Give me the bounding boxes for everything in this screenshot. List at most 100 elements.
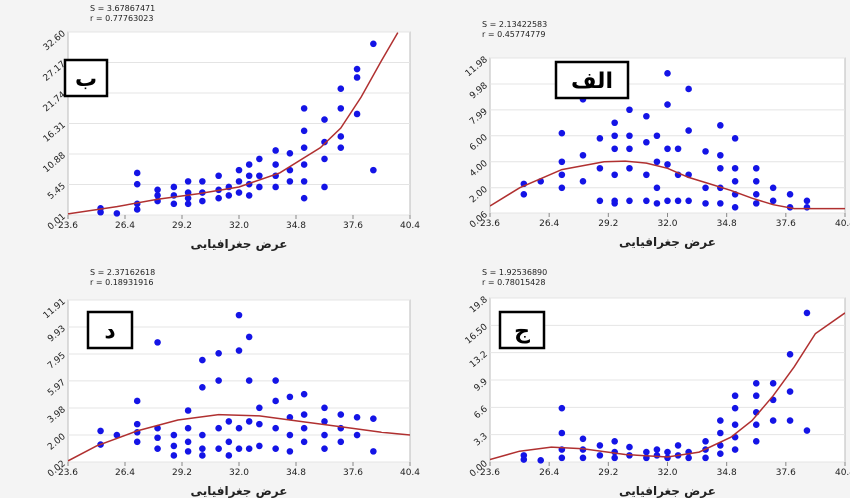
data-point <box>215 445 222 452</box>
x-tick-label: 29.2 <box>598 219 618 229</box>
data-point <box>752 164 760 172</box>
data-point <box>803 309 811 317</box>
data-point <box>558 129 566 137</box>
x-tick-label: 32.0 <box>657 468 677 478</box>
data-point <box>702 184 709 192</box>
data-point <box>626 132 633 140</box>
data-point <box>674 197 682 205</box>
data-point <box>199 178 206 185</box>
data-point <box>752 177 760 185</box>
data-point <box>803 427 811 434</box>
data-point <box>245 377 253 384</box>
data-point <box>215 424 222 432</box>
data-point <box>154 186 161 194</box>
data-point <box>769 197 777 205</box>
data-point <box>256 420 263 428</box>
data-point <box>596 197 604 205</box>
x-tick-label: 29.2 <box>172 221 192 231</box>
data-point <box>579 435 587 443</box>
data-point <box>256 155 263 163</box>
data-point <box>353 110 361 118</box>
data-point <box>717 429 724 437</box>
data-point <box>286 178 294 185</box>
data-point <box>235 311 243 319</box>
fit-curve <box>490 160 845 210</box>
data-point <box>235 166 243 174</box>
data-point <box>626 106 633 114</box>
data-point <box>752 200 760 207</box>
data-point <box>300 105 308 112</box>
data-point <box>731 421 739 429</box>
data-point <box>199 452 206 459</box>
data-point <box>611 197 618 205</box>
data-point <box>353 431 361 439</box>
data-point <box>786 190 794 198</box>
data-point <box>653 446 661 453</box>
data-point <box>215 349 222 357</box>
data-point <box>184 178 192 185</box>
x-tick-label: 37.6 <box>776 468 796 478</box>
data-point <box>245 445 253 452</box>
data-point <box>300 127 308 135</box>
data-point <box>215 172 222 180</box>
data-point <box>611 119 618 127</box>
data-point <box>199 384 206 391</box>
data-point <box>272 424 279 432</box>
data-point <box>184 424 192 432</box>
data-point <box>769 184 777 192</box>
data-point <box>225 418 233 425</box>
data-point <box>215 377 222 384</box>
panel-label: الف <box>571 69 613 94</box>
x-axis-label: عرض جغرافیایی <box>619 484 716 498</box>
data-point <box>321 431 328 439</box>
data-point <box>702 200 709 207</box>
x-tick-label: 26.4 <box>115 468 135 478</box>
x-axis-label: عرض جغرافیایی <box>191 484 288 498</box>
data-point <box>558 404 566 412</box>
data-point <box>752 437 760 445</box>
data-point <box>674 442 682 449</box>
data-point <box>731 392 739 400</box>
data-point <box>300 438 308 446</box>
stat-text: r = 0.77763023 <box>90 14 153 23</box>
data-point <box>803 203 811 211</box>
data-point <box>199 197 206 205</box>
x-tick-label: 37.6 <box>776 219 796 229</box>
data-point <box>321 155 328 163</box>
fit-curve <box>68 413 410 462</box>
data-point <box>664 101 671 108</box>
data-point <box>685 85 692 93</box>
data-point <box>353 74 361 81</box>
x-tick-label: 34.8 <box>717 219 737 229</box>
data-point <box>653 132 661 140</box>
data-point <box>256 404 263 412</box>
data-point <box>337 105 345 112</box>
x-tick-label: 29.2 <box>172 468 192 478</box>
x-tick-label: 34.8 <box>717 468 737 478</box>
data-point <box>170 452 178 459</box>
data-point <box>300 411 308 418</box>
data-point <box>653 158 661 166</box>
data-point <box>286 393 294 401</box>
data-point <box>133 397 141 405</box>
data-point <box>558 429 566 437</box>
data-point <box>685 454 692 462</box>
data-point <box>286 448 294 455</box>
panel-label-box <box>63 58 109 98</box>
x-tick-label: 26.4 <box>539 468 559 478</box>
data-point <box>97 427 104 435</box>
data-point <box>225 438 233 446</box>
data-point <box>717 417 724 424</box>
stat-text: r = 0.45774779 <box>482 30 545 39</box>
x-tick-label: 23.6 <box>480 468 500 478</box>
x-axis-label: عرض جغرافیایی <box>191 237 288 251</box>
data-point <box>717 151 724 159</box>
data-point <box>674 145 682 153</box>
x-tick-label: 34.8 <box>286 468 306 478</box>
stat-text: r = 0.18931916 <box>90 278 153 287</box>
data-point <box>300 178 308 185</box>
data-point <box>300 144 308 151</box>
